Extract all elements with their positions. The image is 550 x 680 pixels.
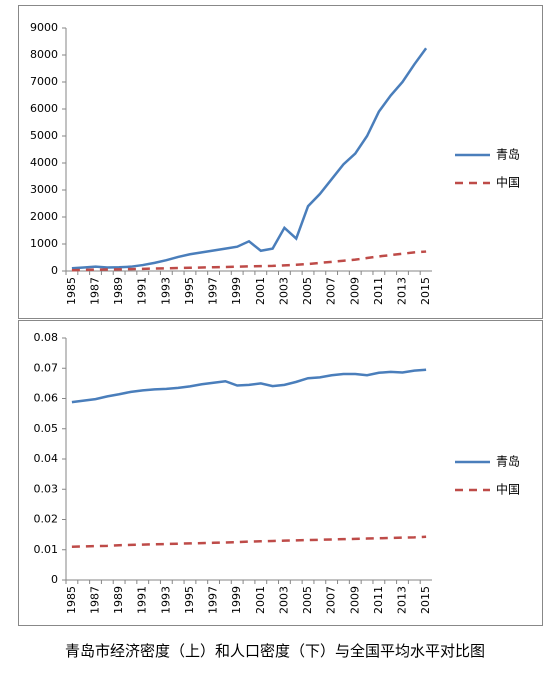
x-tick-label: 2007	[325, 277, 338, 305]
x-tick-label: 1991	[136, 277, 149, 305]
x-tick-label: 2003	[277, 277, 290, 305]
x-tick-label: 2011	[372, 277, 385, 305]
y-tick-label: 0	[51, 264, 58, 277]
x-tick-label: 2005	[301, 277, 314, 305]
legend-label: 中国	[496, 482, 520, 497]
y-tick-label: 0.02	[34, 513, 59, 526]
x-tick-label: 1999	[230, 586, 243, 614]
x-tick-label: 1991	[136, 586, 149, 614]
x-tick-label: 1987	[89, 586, 102, 614]
x-tick-label: 1989	[112, 586, 125, 614]
legend-label: 青岛	[496, 147, 520, 162]
legend-label: 青岛	[496, 454, 520, 469]
y-tick-label: 4000	[30, 156, 58, 169]
x-tick-label: 1993	[159, 277, 172, 305]
caption: 青岛市经济密度（上）和人口密度（下）与全国平均水平对比图	[65, 642, 485, 660]
x-tick-label: 2015	[419, 586, 432, 614]
x-tick-label: 1987	[89, 277, 102, 305]
x-tick-label: 2005	[301, 586, 314, 614]
series-line	[71, 250, 427, 272]
x-tick-label: 1995	[183, 586, 196, 614]
x-tick-label: 2015	[419, 277, 432, 305]
x-tick-label: 1999	[230, 277, 243, 305]
legend-label: 中国	[496, 175, 520, 190]
x-tick-label: 1997	[207, 586, 220, 614]
y-tick-label: 9000	[30, 21, 58, 34]
x-tick-label: 1985	[65, 277, 78, 305]
x-tick-label: 2009	[348, 586, 361, 614]
y-tick-label: 8000	[30, 48, 58, 61]
x-tick-label: 2011	[372, 586, 385, 614]
chart-frame	[18, 320, 543, 626]
x-tick-label: 2001	[254, 277, 267, 305]
series-line	[71, 368, 427, 404]
x-tick-label: 2001	[254, 586, 267, 614]
y-tick-label: 1000	[30, 237, 58, 250]
y-tick-label: 0.05	[34, 422, 59, 435]
x-tick-label: 2013	[395, 586, 408, 614]
y-tick-label: 5000	[30, 129, 58, 142]
x-tick-label: 1989	[112, 277, 125, 305]
y-tick-label: 7000	[30, 75, 58, 88]
y-tick-label: 0.08	[34, 331, 59, 344]
x-tick-label: 1985	[65, 586, 78, 614]
y-tick-label: 0.04	[34, 452, 59, 465]
y-tick-label: 3000	[30, 183, 58, 196]
x-tick-label: 1995	[183, 277, 196, 305]
y-tick-label: 6000	[30, 102, 58, 115]
chart-frame	[18, 5, 543, 319]
x-tick-label: 1993	[159, 586, 172, 614]
x-tick-label: 2013	[395, 277, 408, 305]
y-tick-label: 0.01	[34, 543, 59, 556]
x-tick-label: 1997	[207, 277, 220, 305]
x-tick-label: 2007	[325, 586, 338, 614]
y-tick-label: 2000	[30, 210, 58, 223]
y-tick-label: 0	[51, 573, 58, 586]
x-tick-label: 2003	[277, 586, 290, 614]
x-tick-label: 2009	[348, 277, 361, 305]
series-line	[71, 535, 427, 548]
y-tick-label: 0.03	[34, 482, 59, 495]
series-line	[71, 47, 428, 270]
y-tick-label: 0.07	[34, 361, 59, 374]
y-tick-label: 0.06	[34, 392, 59, 405]
